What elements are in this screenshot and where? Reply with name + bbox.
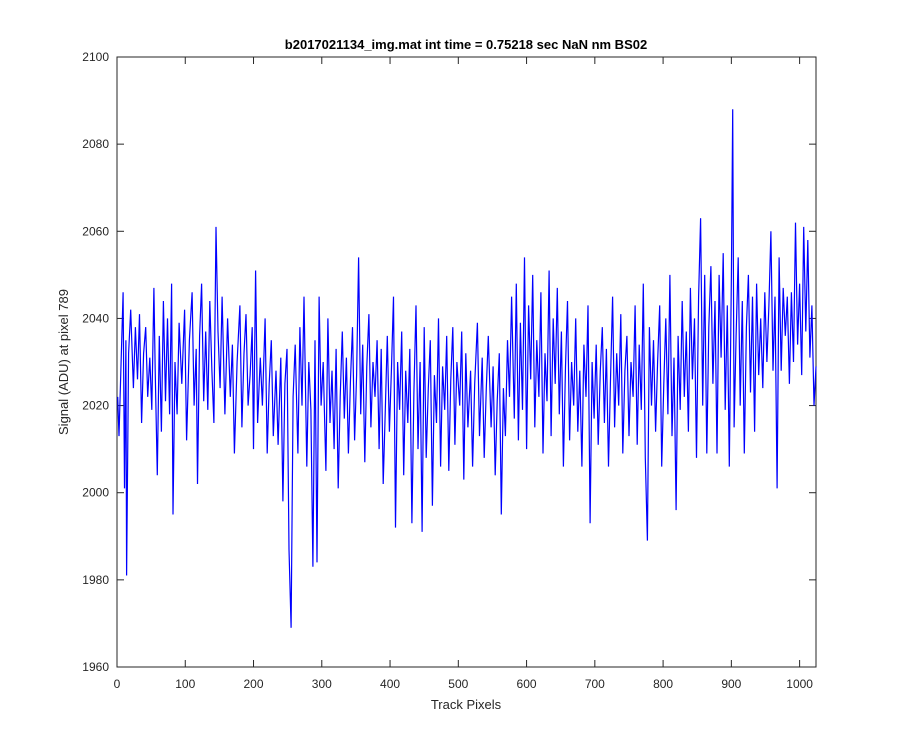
- y-axis-label: Signal (ADU) at pixel 789: [56, 289, 71, 435]
- x-ticks: 0 100 200 300 400 500 600 700 800 900 1000: [114, 57, 813, 691]
- y-tick-label: 1980: [82, 573, 109, 587]
- x-tick-label: 0: [114, 677, 121, 691]
- x-tick-label: 600: [517, 677, 537, 691]
- x-tick-label: 400: [380, 677, 400, 691]
- x-tick-label: 200: [244, 677, 264, 691]
- x-tick-label: 700: [585, 677, 605, 691]
- y-tick-label: 1960: [82, 660, 109, 674]
- plot-area: 0 100 200 300 400 500 600 700 800 900 1000 1960 198…: [82, 50, 817, 691]
- x-tick-label: 900: [721, 677, 741, 691]
- y-tick-label: 2060: [82, 224, 109, 238]
- x-tick-label: 1000: [786, 677, 813, 691]
- x-axis-label: Track Pixels: [431, 697, 502, 712]
- y-tick-label: 2080: [82, 137, 109, 151]
- y-tick-label: 2000: [82, 486, 109, 500]
- x-tick-label: 100: [175, 677, 195, 691]
- y-tick-label: 2100: [82, 50, 109, 64]
- y-tick-label: 2020: [82, 399, 109, 413]
- chart-title: b2017021134_img.mat int time = 0.75218 s…: [285, 37, 647, 52]
- signal-series-line: [117, 109, 817, 628]
- x-tick-label: 300: [312, 677, 332, 691]
- y-tick-label: 2040: [82, 311, 109, 325]
- x-tick-label: 800: [653, 677, 673, 691]
- x-tick-label: 500: [448, 677, 468, 691]
- y-ticks: 1960 1980 2000 2020 2040 2060 2080 2100: [82, 50, 816, 674]
